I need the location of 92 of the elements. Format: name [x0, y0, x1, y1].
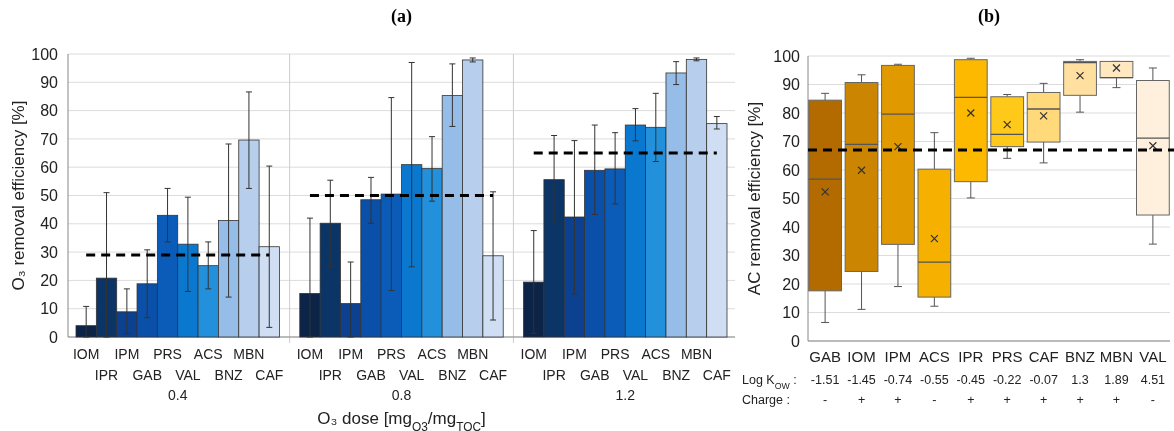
y-tick-label: 80: [782, 104, 801, 122]
text: -: [1150, 393, 1155, 407]
text: -0.07: [1029, 373, 1058, 387]
x-tick-label: VAL: [622, 367, 649, 383]
x-axis-title: O₃ dose [mg$_{O3}$/mg$_{TOC}$]: [317, 409, 486, 431]
text: +: [894, 393, 902, 407]
x-tick-label: BNZ: [662, 367, 691, 383]
x-tick-label: MBN: [680, 346, 713, 362]
x-tick-label: IOM: [520, 346, 547, 362]
x-tick-label: GAB: [132, 367, 162, 383]
y-axis-title: AC removal efficiency [%]: [745, 101, 764, 296]
x-tick-label: PRS: [376, 346, 406, 362]
x-tick-label: GAB: [579, 367, 610, 383]
y-tick-label: 10: [782, 304, 801, 322]
y-tick-label: 80: [40, 102, 59, 120]
text: +: [1039, 393, 1048, 407]
x-tick-label: ACS: [417, 346, 447, 362]
x-tick-label: PRS: [600, 346, 630, 362]
y-tick-label: 30: [40, 243, 59, 261]
y-tick-label: 40: [782, 218, 801, 236]
text: 1.3: [1071, 373, 1089, 387]
x-tick-label: IPR: [318, 367, 342, 383]
text: -0.45: [956, 373, 986, 387]
text: -: [932, 393, 937, 407]
x-tick-label: CAF: [255, 367, 284, 383]
y-tick-label: 60: [40, 158, 59, 176]
y-tick-label: 0: [791, 332, 801, 350]
y-tick-label: 10: [40, 300, 59, 318]
y-tick-label: 70: [782, 133, 801, 151]
y-tick-label: 50: [40, 187, 59, 205]
x-tick-label: IPM: [561, 346, 587, 362]
text: -0.22: [992, 373, 1022, 387]
x-tick-label: IPR: [94, 367, 119, 383]
x-tick-label: BNZ: [1065, 348, 1096, 365]
text: +: [1003, 393, 1011, 407]
text: -0.55: [920, 373, 949, 387]
y-tick-label: 90: [40, 73, 59, 91]
text: +: [967, 393, 975, 407]
text: Charge :: [742, 393, 790, 407]
text: -1.51: [810, 373, 840, 387]
text: -: [823, 393, 828, 407]
x-tick-label: IPM: [114, 346, 140, 362]
y-tick-label: 100: [773, 47, 801, 65]
y-tick-label: 0: [49, 328, 59, 346]
x-tick-label: ACS: [193, 346, 223, 362]
text: 0.8: [391, 387, 412, 403]
x-tick-label: BNZ: [438, 367, 467, 383]
x-tick-label: BNZ: [214, 367, 244, 383]
x-tick-label: MBN: [233, 346, 265, 362]
y-tick-label: 30: [782, 247, 801, 265]
y-tick-label: 60: [782, 161, 801, 179]
text: 1.89: [1104, 373, 1129, 387]
x-tick-label: IPR: [958, 348, 984, 365]
text: +: [857, 393, 866, 407]
x-tick-label: IOM: [847, 348, 876, 365]
y-tick-label: 100: [31, 45, 59, 63]
text: 1.2: [615, 387, 636, 403]
x-tick-label: VAL: [1139, 348, 1167, 365]
y-tick-label: 50: [782, 190, 801, 208]
x-tick-label: GAB: [809, 348, 841, 365]
x-tick-label: CAF: [1028, 348, 1059, 365]
chart-title: (a): [391, 6, 412, 27]
x-tick-label: VAL: [398, 367, 425, 383]
y-axis-title: O₃ removal efficiency [%]: [9, 100, 28, 291]
x-tick-label: CAF: [702, 367, 731, 383]
chart-title: (b): [978, 6, 1000, 27]
x-tick-label: ACS: [918, 348, 950, 365]
text: 4.51: [1140, 373, 1166, 387]
text: +: [1112, 393, 1121, 407]
x-tick-label: PRS: [153, 346, 182, 362]
x-tick-label: IPR: [542, 367, 566, 383]
x-tick-label: ACS: [641, 346, 671, 362]
x-tick-label: IOM: [296, 346, 324, 362]
text: -1.45: [847, 373, 876, 387]
x-tick-label: IPM: [338, 346, 364, 362]
text: 0.4: [167, 387, 188, 403]
y-tick-label: 20: [782, 275, 801, 293]
text: Log K$_{OW}$ :: [742, 373, 797, 391]
x-tick-label: MBN: [457, 346, 489, 362]
x-tick-label: GAB: [356, 367, 386, 383]
y-tick-label: 90: [782, 76, 801, 94]
x-tick-label: MBN: [1099, 348, 1134, 365]
x-tick-label: IPM: [884, 348, 912, 365]
y-tick-label: 70: [40, 130, 59, 148]
text: +: [1076, 393, 1084, 407]
x-tick-label: PRS: [991, 348, 1023, 365]
y-tick-label: 40: [40, 215, 59, 233]
x-tick-label: IOM: [72, 346, 100, 362]
x-tick-label: VAL: [175, 367, 201, 383]
text: -0.74: [883, 373, 913, 387]
x-tick-label: CAF: [479, 367, 508, 383]
y-tick-label: 20: [40, 272, 59, 289]
